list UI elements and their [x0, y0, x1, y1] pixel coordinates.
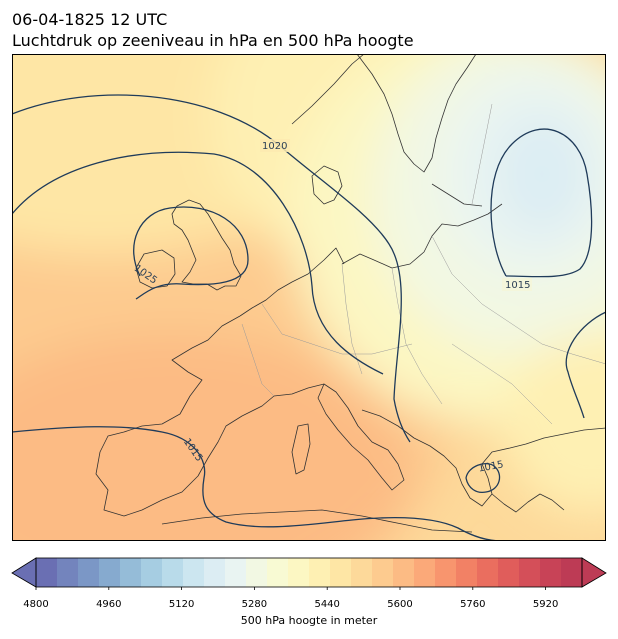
isobar-label: 1015 — [505, 280, 530, 291]
colorbar-segment — [246, 558, 268, 587]
map-frame — [12, 54, 606, 541]
corsica-sardinia-coast — [291, 423, 311, 475]
colorbar-segments — [36, 558, 583, 587]
colorbar-segment — [183, 558, 205, 587]
colorbar-segment — [477, 558, 499, 587]
isobar-1025-outer — [12, 151, 384, 375]
isobars — [12, 94, 606, 541]
great-britain-coast — [171, 199, 242, 291]
colorbar-segment — [288, 558, 310, 587]
colorbar-segment — [561, 558, 583, 587]
colorbar-extend-low — [11, 557, 37, 588]
weather-map: 1020 1015 1025 1015 1015 — [12, 54, 606, 541]
colorbar-tick-label: 4800 — [23, 599, 49, 610]
colorbar-segment — [435, 558, 457, 587]
isobar-1015-south — [12, 426, 503, 541]
colorbar-segment — [414, 558, 436, 587]
isobar-1015-east — [565, 311, 606, 419]
isobar-label: 1015 — [477, 459, 504, 474]
colorbar-segment — [36, 558, 58, 587]
colorbar-segment — [456, 558, 478, 587]
colorbar-segment — [267, 558, 289, 587]
colorbar-segment — [309, 558, 331, 587]
colorbar-tick-label: 5440 — [314, 599, 340, 610]
colorbar-segment — [540, 558, 562, 587]
baltic-coast — [341, 183, 503, 269]
aegean-coast — [491, 493, 565, 513]
colorbar-tick-marks — [35, 587, 546, 590]
colorbar-segment — [120, 558, 142, 587]
colorbar-segment — [519, 558, 541, 587]
isobar-1015-low — [490, 128, 593, 278]
colorbar-segment — [141, 558, 163, 587]
continent-north-coast — [239, 247, 345, 317]
colorbar-segment — [393, 558, 415, 587]
isobar-1015-aegean — [465, 463, 501, 494]
coastlines — [95, 54, 606, 533]
colorbar-tick-label: 5760 — [460, 599, 486, 610]
ireland-coast — [135, 249, 176, 289]
isobar-1020 — [12, 94, 411, 443]
height-field — [12, 54, 606, 541]
italy-coast — [317, 383, 405, 491]
colorbar-segment — [162, 558, 184, 587]
colorbar-segment — [351, 558, 373, 587]
colorbar-segment — [372, 558, 394, 587]
colorbar-tick-label: 5920 — [532, 599, 559, 610]
colorbar-tick-label: 5280 — [241, 599, 268, 610]
colorbar-segment — [78, 558, 100, 587]
colorbar-tick-label: 5600 — [387, 599, 413, 610]
france-iberia-coast — [95, 315, 325, 517]
colorbar-segment — [204, 558, 226, 587]
colorbar-segment — [57, 558, 79, 587]
colorbar-segment — [498, 558, 520, 587]
colorbar — [11, 557, 607, 590]
colorbar-extend-high — [581, 557, 607, 588]
colorbar-segment — [225, 558, 247, 587]
forecast-datetime: 06-04-1825 12 UTC — [12, 10, 168, 29]
colorbar-frame — [35, 557, 583, 588]
colorbar-tick-label: 4960 — [96, 599, 122, 610]
isobar-1025-inner — [133, 206, 249, 300]
colorbar-label: 500 hPa hoogte in meter — [240, 614, 378, 627]
colorbar-segment — [330, 558, 352, 587]
colorbar-segment — [99, 558, 121, 587]
adriatic-balkans-coast — [361, 409, 606, 507]
isobar-label: 1020 — [262, 141, 287, 152]
map-subtitle: Luchtdruk op zeeniveau in hPa en 500 hPa… — [12, 31, 414, 50]
country-borders — [241, 103, 606, 425]
colorbar-tick-label: 5120 — [168, 599, 195, 610]
